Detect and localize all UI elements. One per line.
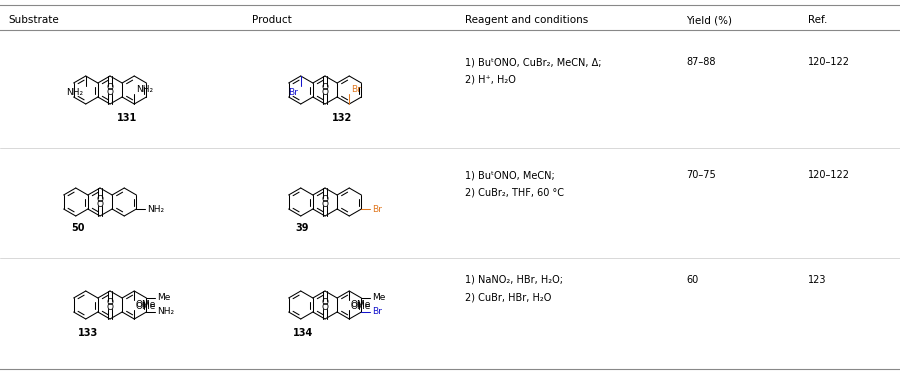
Text: NH₂: NH₂ — [136, 85, 153, 94]
Text: 60: 60 — [686, 275, 698, 285]
Text: O: O — [321, 196, 328, 205]
Text: Substrate: Substrate — [8, 15, 58, 25]
Text: NH₂: NH₂ — [148, 205, 165, 214]
Text: 2) CuBr, HBr, H₂O: 2) CuBr, HBr, H₂O — [465, 292, 552, 302]
Text: NH₂: NH₂ — [158, 307, 175, 316]
Text: 133: 133 — [77, 328, 98, 338]
Text: 2) H⁺, H₂O: 2) H⁺, H₂O — [465, 74, 516, 84]
Text: O: O — [106, 88, 113, 96]
Text: 70–75: 70–75 — [686, 170, 716, 180]
Text: Br: Br — [288, 88, 298, 97]
Text: 134: 134 — [292, 328, 313, 338]
Text: Me: Me — [158, 294, 171, 303]
Text: Yield (%): Yield (%) — [686, 15, 732, 25]
Text: 132: 132 — [332, 113, 353, 123]
Text: Ref.: Ref. — [808, 15, 827, 25]
Text: NH₂: NH₂ — [66, 88, 83, 97]
Text: O: O — [321, 298, 328, 307]
Text: 123: 123 — [808, 275, 826, 285]
Text: Br: Br — [373, 205, 382, 214]
Text: 1) BuᵗONO, MeCN;: 1) BuᵗONO, MeCN; — [465, 170, 554, 180]
Text: 120–122: 120–122 — [808, 170, 850, 180]
Text: O: O — [321, 83, 328, 92]
Text: OMe: OMe — [135, 301, 156, 310]
Text: OMe: OMe — [350, 301, 371, 310]
Text: OMe: OMe — [135, 300, 156, 309]
Text: 120–122: 120–122 — [808, 57, 850, 67]
Text: 1) BuᵗONO, CuBr₂, MeCN, Δ;: 1) BuᵗONO, CuBr₂, MeCN, Δ; — [465, 57, 601, 67]
Text: Br: Br — [351, 85, 361, 94]
Text: OMe: OMe — [350, 300, 371, 309]
Text: Br: Br — [373, 307, 382, 316]
Text: O: O — [106, 303, 113, 312]
Text: Me: Me — [373, 294, 386, 303]
Text: O: O — [96, 200, 104, 209]
Text: O: O — [106, 83, 113, 92]
Text: 39: 39 — [296, 223, 310, 233]
Text: 87–88: 87–88 — [686, 57, 716, 67]
Text: Product: Product — [252, 15, 292, 25]
Text: Reagent and conditions: Reagent and conditions — [465, 15, 589, 25]
Text: O: O — [321, 303, 328, 312]
Text: 131: 131 — [117, 113, 138, 123]
Text: O: O — [321, 88, 328, 96]
Text: O: O — [321, 200, 328, 209]
Text: 1) NaNO₂, HBr, H₂O;: 1) NaNO₂, HBr, H₂O; — [465, 275, 563, 285]
Text: 50: 50 — [71, 223, 85, 233]
Text: 2) CuBr₂, THF, 60 °C: 2) CuBr₂, THF, 60 °C — [465, 187, 564, 197]
Text: O: O — [106, 298, 113, 307]
Text: O: O — [96, 196, 104, 205]
